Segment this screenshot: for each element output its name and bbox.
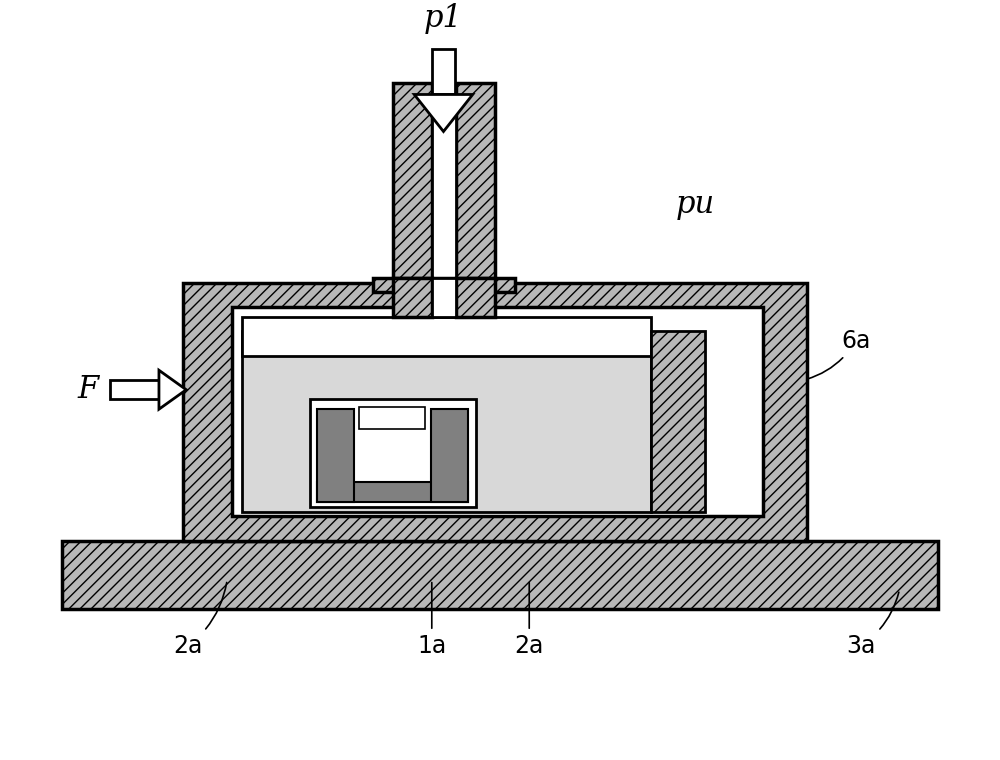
Bar	[393, 277, 432, 317]
Text: 5a: 5a	[709, 358, 783, 409]
Polygon shape	[414, 94, 473, 131]
Text: F: F	[77, 374, 99, 405]
Bar	[232, 307, 763, 516]
Bar	[456, 277, 495, 317]
Bar	[431, 409, 468, 502]
Bar	[110, 380, 159, 400]
Text: 2a: 2a	[515, 582, 544, 658]
Polygon shape	[159, 370, 186, 409]
Bar	[359, 407, 425, 429]
Text: 2a: 2a	[174, 582, 227, 658]
Text: pu: pu	[675, 189, 715, 220]
Text: p1: p1	[424, 3, 463, 34]
Bar	[432, 277, 456, 317]
Bar	[432, 49, 455, 94]
Text: 1a: 1a	[417, 582, 446, 658]
Bar	[317, 483, 468, 502]
Bar	[456, 83, 495, 283]
Bar	[310, 400, 476, 507]
Text: 4a: 4a	[659, 397, 753, 448]
Bar	[432, 83, 456, 283]
Bar	[242, 317, 651, 356]
Bar	[242, 331, 651, 511]
Bar	[393, 83, 432, 283]
Text: 6a: 6a	[807, 329, 870, 379]
Bar	[373, 277, 515, 293]
Bar	[651, 331, 705, 511]
Text: 3a: 3a	[846, 592, 899, 658]
Bar	[317, 409, 354, 502]
Bar	[183, 283, 807, 541]
Bar	[62, 541, 938, 609]
